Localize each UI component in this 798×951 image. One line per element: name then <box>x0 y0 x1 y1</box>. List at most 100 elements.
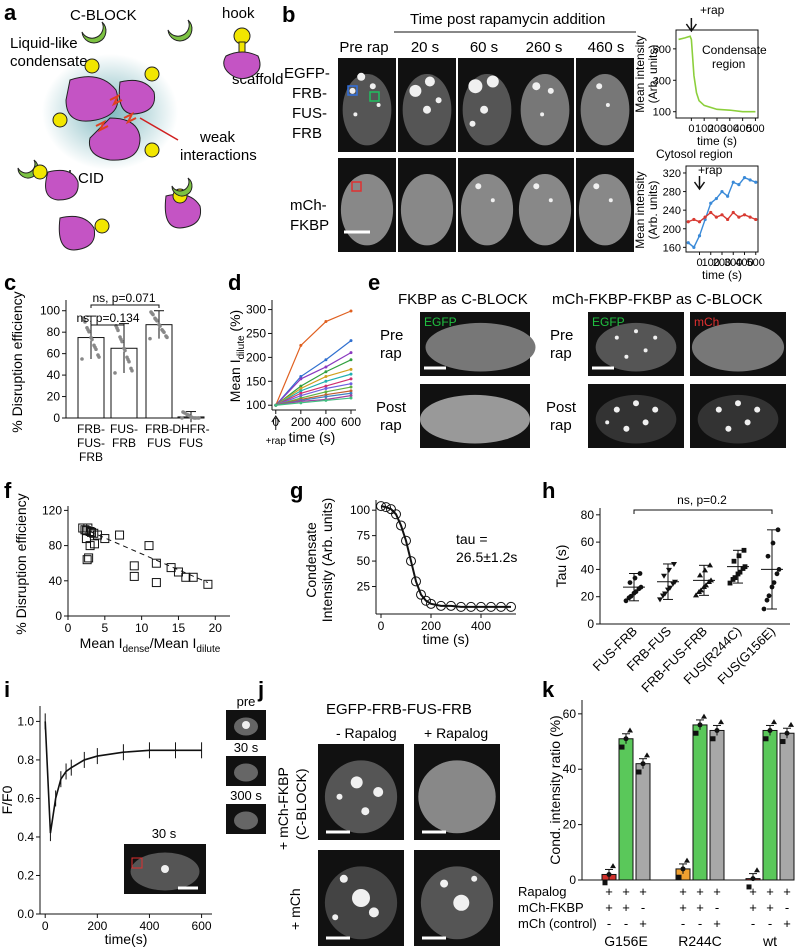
data-point <box>727 580 733 586</box>
time-label-3: 260 s <box>526 39 563 56</box>
y-tick-label: 100 <box>350 503 370 517</box>
y-tick-label: 1.0 <box>17 714 34 728</box>
cytosol-point <box>742 176 747 180</box>
condensate-spot <box>469 120 476 127</box>
y-tick-label: 20 <box>47 390 61 404</box>
x-tick-label: 400 <box>733 123 751 135</box>
bar <box>692 724 708 881</box>
cell-body <box>460 173 514 246</box>
panel-label-j: j <box>257 677 264 702</box>
data-point <box>636 586 642 592</box>
mch-micrograph-0 <box>338 158 396 252</box>
j-mchfkbp-plus <box>414 744 500 840</box>
condition-sign: - <box>698 916 702 931</box>
cytosol-point <box>754 217 758 222</box>
y-tick-label: 80 <box>47 325 61 339</box>
cytosol-point <box>714 215 718 219</box>
data-point <box>680 866 686 872</box>
condensate-spot <box>735 400 741 407</box>
condensate-label-2: condensate <box>10 53 88 70</box>
condensate-spot <box>548 198 553 203</box>
cytosol-point <box>686 241 690 245</box>
category-label: FUS <box>147 436 171 450</box>
thumb-label-2: 300 s <box>230 788 262 803</box>
series-line-6 <box>275 378 352 406</box>
data-point <box>670 581 676 587</box>
x-tick-label: 200 <box>713 257 731 269</box>
j-col2: + Rapalog <box>424 725 488 741</box>
roi-box-green <box>369 91 380 102</box>
cid-label: CID <box>78 170 104 187</box>
significance-bracket <box>90 324 125 328</box>
data-point <box>671 561 677 567</box>
data-point <box>391 509 401 520</box>
cytosol-point <box>737 182 741 187</box>
x-label-sub: dense <box>122 644 150 655</box>
x-axis-label: Mean Idense/Mean Idilute <box>80 635 221 655</box>
cytosol-point <box>692 217 696 222</box>
y-tick-label: 60 <box>581 535 595 549</box>
data-point <box>769 584 775 590</box>
y-axis-label: Intensity (Arb. units) <box>319 498 335 623</box>
x-axis-label: time (s) <box>702 268 742 282</box>
condensate-spot <box>624 354 629 359</box>
y-tick-label: 80 <box>49 539 63 553</box>
e-post-1b: Post <box>546 399 577 416</box>
cytosol-point <box>697 234 702 238</box>
data-point <box>706 578 712 584</box>
condensate-spot <box>332 914 339 921</box>
significance-bracket <box>633 509 773 514</box>
data-point <box>185 412 189 417</box>
cytosol-point <box>748 178 752 182</box>
e-mch-post <box>690 384 786 448</box>
data-point <box>701 584 707 590</box>
series-line-8 <box>275 386 352 406</box>
data-point <box>113 371 117 375</box>
mch-micrograph-2 <box>458 158 516 252</box>
data-point <box>602 880 608 886</box>
cell-body <box>418 760 496 834</box>
data-point <box>780 739 786 745</box>
data-point <box>115 530 125 540</box>
cell-body <box>580 73 630 146</box>
data-point <box>164 334 168 338</box>
cell-body <box>691 322 785 372</box>
series-point <box>299 386 303 390</box>
x-tick-label: 600 <box>341 415 361 429</box>
e-left-title: FKBP as C-BLOCK <box>398 291 528 308</box>
row2-label-1: mCh- <box>290 197 327 214</box>
data-point <box>426 598 436 609</box>
panel-label-b: b <box>282 2 295 27</box>
data-point <box>96 353 100 357</box>
e-right-title: mCh-FKBP-FKBP as C-BLOCK <box>552 291 763 308</box>
condition-sign: + <box>749 884 757 899</box>
panel-label-f: f <box>4 478 12 503</box>
x-tick-label: 200 <box>291 415 311 429</box>
series-line-0 <box>275 310 352 406</box>
data-point <box>702 567 708 573</box>
condition-sign: - <box>785 900 789 915</box>
row1-label-2: FRB- <box>292 85 327 102</box>
series-line-2 <box>275 352 352 406</box>
fit-line <box>89 531 209 584</box>
data-point <box>774 571 780 577</box>
data-point <box>506 601 516 612</box>
y-tick-label: 0 <box>55 609 62 623</box>
panel-label-h: h <box>542 478 555 503</box>
condensate-spot <box>453 894 470 911</box>
cell-body <box>234 763 258 782</box>
cytosol-point <box>731 180 735 184</box>
data-point <box>173 567 183 577</box>
condensate-spot <box>540 112 545 117</box>
condition-sign: + <box>679 900 687 915</box>
data-point <box>661 573 667 579</box>
series-point <box>324 390 328 394</box>
data-point <box>736 553 742 559</box>
cblock-label: C-BLOCK <box>70 7 137 24</box>
series-point <box>349 385 353 389</box>
condensate-spot <box>357 72 366 81</box>
data-point <box>666 567 672 573</box>
series-point <box>349 367 353 371</box>
panel-a: a C-BLOCK hook scaffold Liquid-like cond… <box>4 0 283 251</box>
condensate-spot <box>424 76 435 87</box>
